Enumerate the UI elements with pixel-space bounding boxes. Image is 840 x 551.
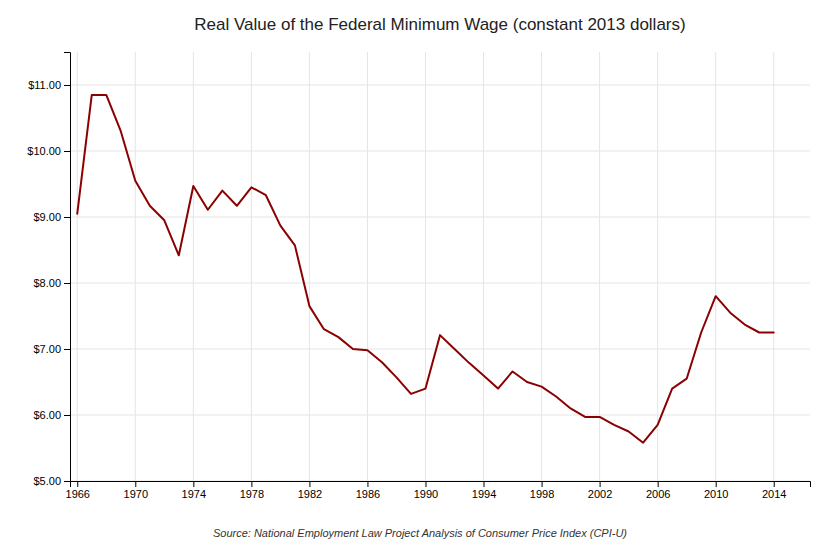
grid-line-x [77, 52, 78, 481]
x-tick: 1990 [414, 481, 438, 500]
y-tick: $8.00 [33, 277, 70, 289]
x-tick-label: 1986 [356, 488, 380, 500]
y-tick-label: $6.00 [33, 409, 61, 421]
grid-line-x [193, 52, 194, 481]
y-tick-label: $5.00 [33, 475, 61, 487]
y-tick: $10.00 [27, 145, 70, 157]
x-tick-label: 1970 [124, 488, 148, 500]
grid-line-y [70, 283, 810, 284]
x-tick-label: 1966 [66, 488, 90, 500]
grid-line-x [483, 52, 484, 481]
x-tick-label: 1982 [298, 488, 322, 500]
x-tick-mark [309, 481, 310, 487]
y-tick-mark [64, 415, 70, 416]
annotation: Source: National Employment Law Project … [213, 527, 627, 539]
x-tick-label: 2006 [646, 488, 670, 500]
grid-line-x [657, 52, 658, 481]
y-axis-line [64, 53, 71, 482]
x-tick-mark [193, 481, 194, 487]
y-tick-label: $8.00 [33, 277, 61, 289]
x-tick: 1986 [356, 481, 380, 500]
grid-line-y [70, 415, 810, 416]
x-tick: 2014 [762, 481, 786, 500]
x-tick-mark [542, 481, 543, 487]
x-tick: 1978 [240, 481, 264, 500]
grid-line-x [773, 52, 774, 481]
x-tick-label: 2010 [704, 488, 728, 500]
chart-title: Real Value of the Federal Minimum Wage (… [194, 15, 685, 34]
x-tick-mark [251, 481, 252, 487]
y-tick-label: $7.00 [33, 343, 61, 355]
x-tick-label: 2002 [588, 488, 612, 500]
x-tick-mark [658, 481, 659, 487]
x-tick-mark [77, 481, 78, 487]
y-tick-mark [64, 151, 70, 152]
x-tick: 2010 [704, 481, 728, 500]
grid-line-x [715, 52, 716, 481]
x-axis-line [71, 482, 811, 488]
x-tick-label: 1998 [530, 488, 554, 500]
x-tick-label: 2014 [762, 488, 786, 500]
grid-line-x [135, 52, 136, 481]
x-tick: 1966 [66, 481, 90, 500]
x-tick-mark [774, 481, 775, 487]
grid-line-x [251, 52, 252, 481]
y-tick-label: $9.00 [33, 211, 61, 223]
y-tick-mark [64, 85, 70, 86]
x-tick: 1994 [472, 481, 496, 500]
y-tick: $9.00 [33, 211, 70, 223]
grid-line-y [70, 217, 810, 218]
x-tick-mark [367, 481, 368, 487]
x-tick-label: 1978 [240, 488, 264, 500]
x-tick: 2002 [588, 481, 612, 500]
y-tick: $11.00 [28, 79, 70, 91]
x-tick-label: 1974 [182, 488, 206, 500]
grid-line-x [309, 52, 310, 481]
x-tick: 1998 [530, 481, 554, 500]
y-tick: $5.00 [33, 475, 70, 487]
x-tick-mark [425, 481, 426, 487]
y-axis: $5.00 $6.00 $7.00 $8.00 $9.00 $10.00 $11.00 [27, 53, 70, 488]
grid-line-x [541, 52, 542, 481]
x-tick-mark [716, 481, 717, 487]
x-tick-label: 1990 [414, 488, 438, 500]
y-tick-mark [64, 217, 70, 218]
grid-line-y [70, 151, 810, 152]
x-tick: 1982 [298, 481, 322, 500]
y-tick-mark [64, 349, 70, 350]
x-tick-mark [484, 481, 485, 487]
y-tick-mark [64, 481, 70, 482]
x-tick-mark [600, 481, 601, 487]
y-tick: $7.00 [33, 343, 70, 355]
x-axis: 1966 1970 1974 1978 1982 1986 1990 1994 1998 2002… [66, 481, 811, 500]
x-tick: 2006 [646, 481, 670, 500]
grid [70, 52, 810, 481]
y-tick: $6.00 [33, 409, 70, 421]
grid-line-y [70, 85, 810, 86]
grid-line-x [425, 52, 426, 481]
x-tick-mark [135, 481, 136, 487]
y-tick-label: $11.00 [28, 79, 61, 91]
x-tick-label: 1994 [472, 488, 496, 500]
x-tick: 1974 [182, 481, 206, 500]
chart-container: 1966 1970 1974 1978 1982 1986 1990 1994 1998 2002… [0, 0, 840, 551]
plot-area [77, 95, 773, 443]
grid-line-x [367, 52, 368, 481]
data-line [77, 95, 773, 443]
x-tick: 1970 [124, 481, 148, 500]
grid-line-y [70, 349, 810, 350]
y-tick-mark [64, 283, 70, 284]
chart-svg: 1966 1970 1974 1978 1982 1986 1990 1994 1998 2002… [0, 0, 840, 551]
y-tick-label: $10.00 [27, 145, 61, 157]
